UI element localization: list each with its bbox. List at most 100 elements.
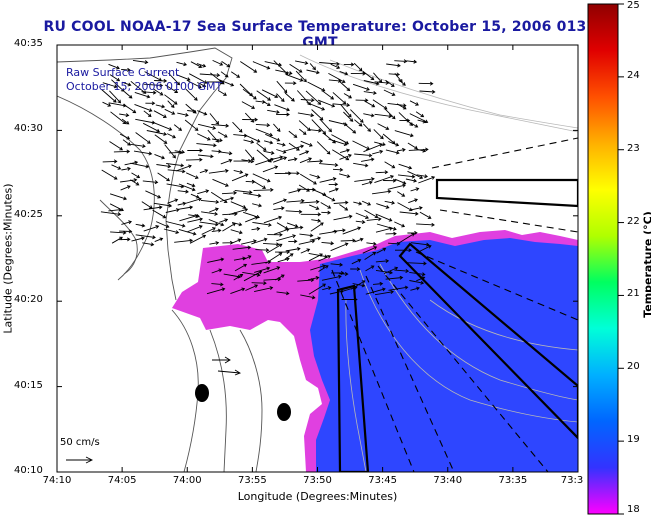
current-vector [300,212,322,217]
current-vector [265,133,281,142]
current-vector [319,163,339,167]
current-vector [209,113,220,125]
current-vector [230,201,247,209]
current-vector [222,222,237,232]
colorbar-tick-label: 25 [627,0,640,11]
current-vector [153,202,173,208]
current-vector [298,239,316,245]
current-vector [109,90,122,104]
current-vector [113,149,131,154]
current-vector [252,221,272,227]
current-vector [385,79,395,87]
current-vector [130,80,147,94]
current-vector [108,63,120,70]
current-vector [288,239,298,244]
current-vector [387,183,407,190]
current-vector [265,252,283,264]
current-vector [100,211,122,217]
current-vector [173,124,183,131]
lon-tick-label: 74:00 [172,475,202,486]
current-vector [307,275,320,281]
current-vector [372,99,388,110]
colorbar-tick-label: 20 [627,361,640,373]
current-vector [365,265,375,272]
current-vector [385,149,400,155]
current-vector [354,119,363,127]
current-vector [141,90,157,95]
current-vectors [100,59,436,302]
current-vector [211,282,224,287]
current-vector [186,172,199,180]
current-vector [375,269,393,275]
current-vector [297,112,315,118]
current-vector [178,183,196,192]
current-vector [123,91,133,99]
current-vector [242,88,257,100]
current-vector [230,71,241,78]
current-vector [197,82,207,88]
current-vector [394,59,408,64]
current-vector [230,229,243,235]
current-vector [254,266,271,273]
current-vector [338,173,351,179]
current-vector [339,153,352,160]
current-vector [376,223,397,231]
lat-tick-label: 40:25 [14,208,43,220]
current-vector [240,239,257,245]
current-vector [212,178,229,187]
current-vector [131,236,145,242]
current-vector [286,198,305,203]
current-vector [109,193,128,201]
current-vector [189,234,207,244]
current-vector [416,222,435,227]
current-vector [120,185,131,191]
current-vector [243,270,263,282]
scale-arrow [66,456,94,464]
current-vector [135,223,146,228]
current-vector [306,69,320,75]
current-vector [102,82,118,89]
current-vector [284,253,294,260]
current-vector [131,172,141,179]
current-vector [351,258,362,265]
current-vector [122,81,132,87]
current-vector [299,173,317,185]
current-vector [363,91,377,95]
current-vector [333,214,353,221]
current-vector [285,246,301,252]
current-vector [286,222,299,228]
current-vector [289,63,303,73]
current-vector [111,164,122,170]
current-vector [284,81,297,86]
current-vector [332,149,350,161]
current-vector [275,69,293,76]
current-vector [362,70,375,81]
current-vector [364,252,377,260]
current-vector [135,132,151,144]
current-vector [273,156,288,163]
current-vector [353,162,369,168]
current-vector [328,73,346,84]
current-vector [241,159,255,164]
current-vector [122,139,131,146]
current-vector [374,113,393,119]
current-vector [156,164,172,169]
current-vector [276,291,290,296]
current-vector [164,94,178,105]
current-vector [373,129,384,140]
current-vector [273,206,285,211]
current-vector [299,233,314,238]
current-vector [217,90,227,96]
current-vector [321,193,336,202]
current-vector [187,217,204,223]
current-vector [397,202,413,212]
current-vector [394,178,407,185]
current-vector [398,233,415,244]
current-vector [355,220,366,225]
current-vector [309,236,322,241]
current-vector [121,118,130,125]
current-vector [342,226,362,235]
current-vector [299,128,307,135]
current-vector [366,241,377,246]
current-vector [272,198,287,205]
